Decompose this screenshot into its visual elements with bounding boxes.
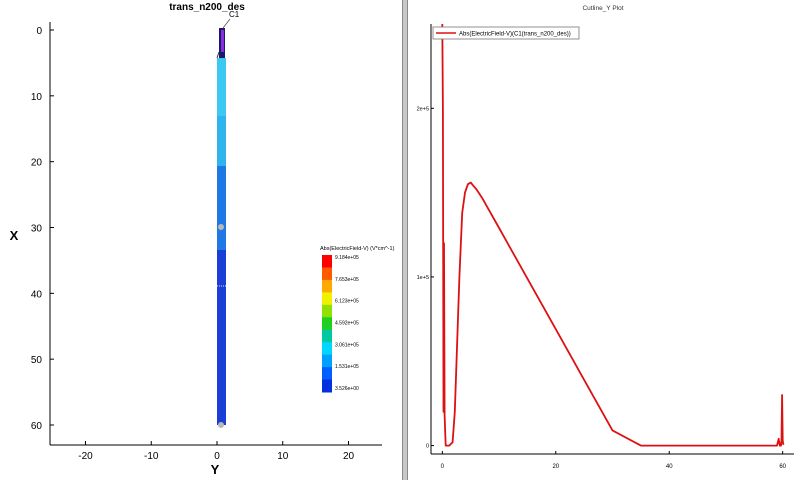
legend-value-label: 6.123e+05 (335, 299, 359, 305)
legend-title: Abs(ElectricField-V) (V*cm^-1) (320, 246, 395, 252)
plot-x-tick-label: 0 (441, 464, 445, 470)
device-plot-title: trans_n200_des (169, 2, 245, 13)
legend-color-swatch (322, 329, 332, 343)
x-tick-label: -10 (144, 451, 159, 462)
x-axis-ticks: -20 -10 0 10 20 (78, 441, 354, 462)
legend-value-label: 3.061e+05 (335, 342, 359, 348)
x-tick-label: 0 (214, 451, 220, 462)
device-region-upper (217, 116, 226, 166)
legend-color-swatch (322, 317, 332, 331)
x-tick-label: 20 (343, 451, 355, 462)
cutline-plot-svg: Cutline_Y Plot 0 1e+5 2e+5 0 20 40 60 Abs(Elec… (417, 5, 794, 470)
legend-value-label: 9.184e+05 (335, 255, 359, 261)
cutline-plot-title: Cutline_Y Plot (582, 5, 623, 12)
legend-color-swatch (322, 304, 332, 318)
x-axis-label: Y (211, 462, 220, 477)
device-region-lower (217, 250, 226, 425)
device-marker (218, 224, 224, 230)
legend-color-swatch (322, 292, 332, 306)
device-plot-svg: trans_n200_des 0 10 20 30 40 50 60 -20 -10 0 10 20… (10, 2, 395, 477)
legend-color-bar (322, 255, 332, 393)
x-tick-label: 10 (277, 451, 289, 462)
plot-ticks: 0 1e+5 2e+5 0 20 40 60 (417, 106, 787, 470)
y-tick-label: 50 (31, 355, 43, 366)
c1-leader-line (222, 18, 231, 29)
legend-color-swatch (322, 279, 332, 293)
device-edge (216, 51, 220, 59)
c1-label: C1 (229, 10, 240, 19)
y-tick-label: 10 (31, 92, 43, 103)
y-axis-ticks: 0 10 20 30 40 50 60 (31, 26, 54, 432)
plot-y-tick-label: 1e+5 (417, 275, 429, 281)
y-tick-label: 60 (31, 421, 43, 432)
device-plot-pane[interactable]: trans_n200_des 0 10 20 30 40 50 60 -20 -10 0 10 20… (0, 0, 402, 480)
legend-labels: 9.184e+05 7.653e+05 6.123e+05 4.592e+05 3.06… (335, 255, 359, 392)
legend-color-swatch (322, 342, 332, 356)
legend-value-label: 4.592e+05 (335, 321, 359, 327)
plot-legend[interactable]: Abs(ElectricField-V)(C1(trans_n200_des)) (432, 26, 580, 40)
device-region-mid (217, 166, 226, 250)
legend-value-label: 3.526e+00 (335, 386, 359, 392)
cutline-plot-pane[interactable]: Cutline_Y Plot 0 1e+5 2e+5 0 20 40 60 Abs(Elec… (408, 0, 800, 480)
legend-color-swatch (322, 255, 332, 268)
series-line (441, 23, 785, 447)
y-tick-label: 30 (31, 224, 43, 235)
legend-color-swatch (322, 379, 332, 393)
legend-color-swatch (322, 354, 332, 368)
device-structure[interactable] (216, 28, 226, 428)
legend-color-swatch (322, 267, 332, 281)
device-marker-bottom (218, 422, 224, 428)
legend-value-label: 1.531e+05 (335, 364, 359, 370)
plot-series (441, 23, 785, 447)
plot-legend-label: Abs(ElectricField-V)(C1(trans_n200_des)) (459, 32, 571, 38)
plot-y-tick-label: 0 (426, 444, 429, 450)
legend-color-swatch (322, 367, 332, 381)
device-contact-c1 (221, 30, 224, 52)
y-tick-label: 40 (31, 289, 43, 300)
plot-legend-box (432, 26, 580, 40)
y-tick-label: 20 (31, 158, 43, 169)
plot-x-tick-label: 40 (666, 464, 673, 470)
plot-y-tick-label: 2e+5 (417, 106, 429, 112)
y-axis-label: X (10, 228, 19, 243)
device-region-top (217, 58, 226, 116)
legend-value-label: 7.653e+05 (335, 277, 359, 283)
y-tick-label: 0 (36, 26, 42, 37)
pane-divider[interactable] (402, 0, 408, 480)
plot-x-tick-label: 60 (779, 464, 786, 470)
plot-x-tick-label: 20 (552, 464, 559, 470)
x-tick-label: -20 (78, 451, 93, 462)
